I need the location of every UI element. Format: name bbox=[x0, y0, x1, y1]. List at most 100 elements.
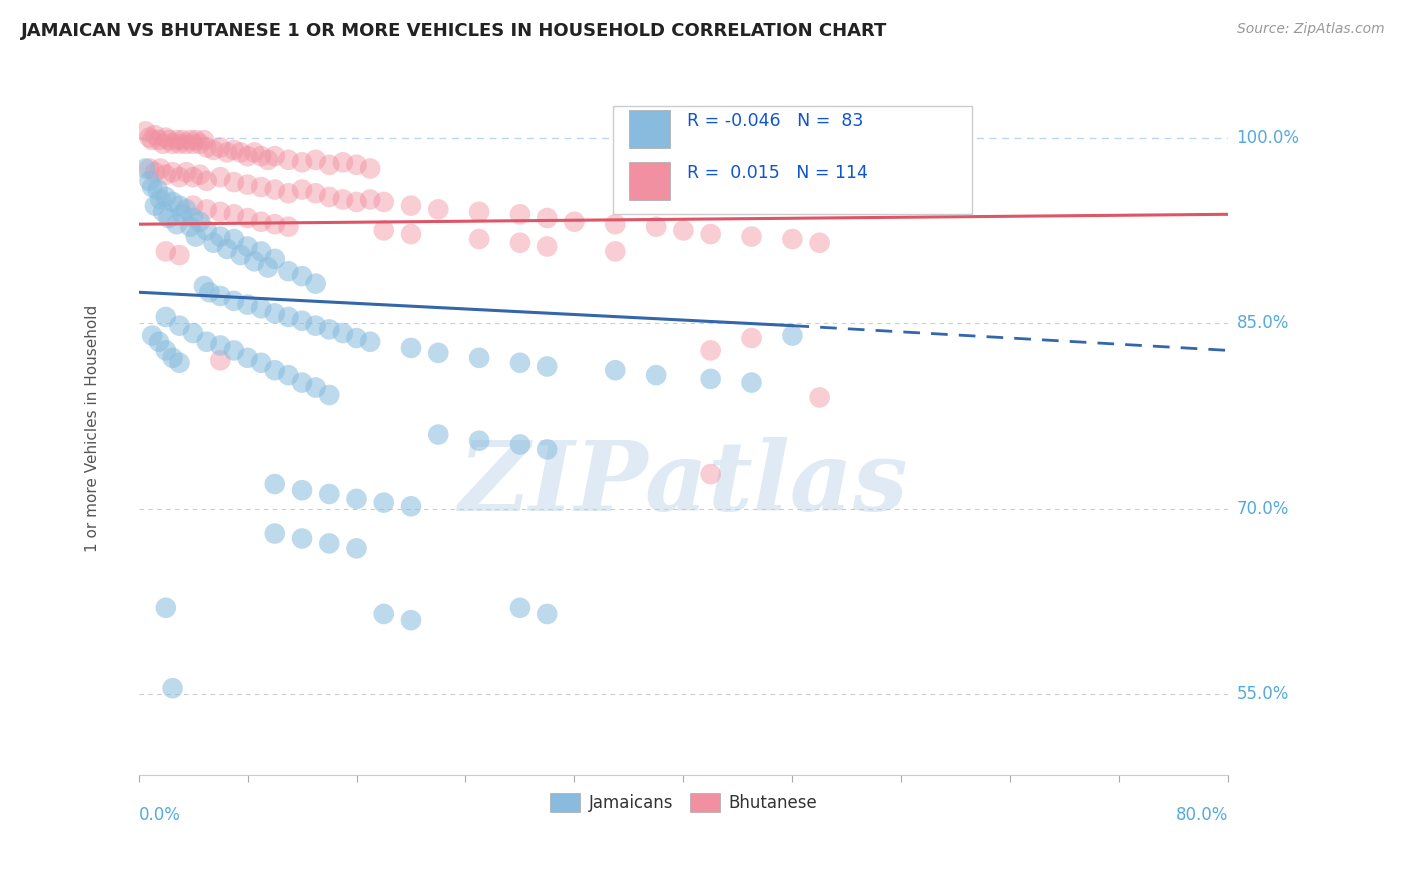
Point bbox=[509, 356, 531, 370]
Point bbox=[162, 136, 184, 151]
Point bbox=[222, 232, 245, 246]
Point bbox=[157, 133, 180, 147]
Point bbox=[155, 600, 177, 615]
Point bbox=[741, 376, 763, 390]
Point bbox=[277, 264, 299, 278]
Point bbox=[304, 318, 326, 333]
Point bbox=[193, 279, 215, 293]
Point bbox=[209, 338, 232, 352]
Point bbox=[399, 199, 422, 213]
Point bbox=[179, 133, 201, 147]
Point bbox=[741, 331, 763, 345]
Point bbox=[509, 437, 531, 451]
Point bbox=[148, 133, 170, 147]
Point bbox=[291, 532, 314, 546]
Point bbox=[134, 124, 156, 138]
Point bbox=[179, 219, 201, 234]
Point bbox=[645, 368, 668, 383]
Text: ZIPatlas: ZIPatlas bbox=[458, 437, 908, 531]
Point bbox=[195, 202, 218, 217]
Point bbox=[236, 239, 259, 253]
Point bbox=[346, 491, 368, 506]
Point bbox=[468, 232, 491, 246]
Text: 80.0%: 80.0% bbox=[1175, 805, 1229, 823]
Point bbox=[250, 180, 273, 194]
Point bbox=[399, 341, 422, 355]
Bar bbox=[628, 110, 671, 148]
Point bbox=[169, 199, 191, 213]
Point bbox=[243, 254, 266, 268]
Point bbox=[143, 128, 166, 142]
Point bbox=[536, 607, 558, 621]
Point bbox=[373, 194, 395, 209]
Point bbox=[188, 215, 211, 229]
Point bbox=[399, 227, 422, 241]
Point bbox=[236, 211, 259, 225]
Point bbox=[141, 133, 163, 147]
Point bbox=[304, 380, 326, 394]
Point bbox=[373, 495, 395, 509]
Point bbox=[699, 227, 721, 241]
Point bbox=[155, 244, 177, 259]
Point bbox=[782, 232, 804, 246]
Point bbox=[209, 204, 232, 219]
Point bbox=[291, 269, 314, 284]
Point bbox=[427, 346, 450, 360]
Point bbox=[699, 372, 721, 386]
Point bbox=[318, 388, 340, 402]
Point bbox=[236, 298, 259, 312]
Point bbox=[148, 334, 170, 349]
Point bbox=[808, 391, 831, 405]
Text: Source: ZipAtlas.com: Source: ZipAtlas.com bbox=[1237, 22, 1385, 37]
Point bbox=[304, 153, 326, 167]
Point bbox=[277, 219, 299, 234]
Text: 1 or more Vehicles in Household: 1 or more Vehicles in Household bbox=[86, 305, 100, 552]
Point bbox=[181, 326, 204, 340]
Point bbox=[222, 293, 245, 308]
Point bbox=[172, 133, 194, 147]
Point bbox=[291, 376, 314, 390]
Point bbox=[291, 155, 314, 169]
Point bbox=[263, 526, 285, 541]
Point bbox=[134, 161, 156, 176]
Point bbox=[155, 130, 177, 145]
Point bbox=[155, 168, 177, 182]
Point bbox=[143, 165, 166, 179]
Point bbox=[373, 607, 395, 621]
Point bbox=[149, 193, 172, 207]
Point bbox=[277, 153, 299, 167]
Point bbox=[250, 301, 273, 316]
Point bbox=[605, 217, 627, 231]
Point bbox=[138, 174, 160, 188]
Point bbox=[605, 244, 627, 259]
Text: 100.0%: 100.0% bbox=[1237, 128, 1299, 146]
Point bbox=[209, 353, 232, 368]
Point bbox=[257, 153, 280, 167]
Point bbox=[250, 215, 273, 229]
Point bbox=[332, 326, 354, 340]
Text: R =  0.015   N = 114: R = 0.015 N = 114 bbox=[686, 163, 868, 182]
Point bbox=[468, 434, 491, 448]
Point bbox=[782, 328, 804, 343]
Point bbox=[291, 483, 314, 498]
Point bbox=[277, 310, 299, 324]
Point bbox=[181, 199, 204, 213]
Point bbox=[155, 343, 177, 358]
Point bbox=[359, 193, 381, 207]
Point bbox=[162, 165, 184, 179]
Point bbox=[236, 149, 259, 163]
Point bbox=[202, 143, 225, 157]
Point bbox=[263, 306, 285, 320]
Point bbox=[138, 130, 160, 145]
Point bbox=[172, 207, 194, 221]
Point bbox=[169, 170, 191, 185]
Point bbox=[536, 239, 558, 253]
Point bbox=[152, 204, 174, 219]
Point bbox=[181, 211, 204, 225]
Point bbox=[509, 207, 531, 221]
Point bbox=[217, 242, 239, 256]
Point bbox=[291, 182, 314, 196]
Point bbox=[195, 223, 218, 237]
Point bbox=[198, 285, 221, 300]
Point bbox=[138, 161, 160, 176]
